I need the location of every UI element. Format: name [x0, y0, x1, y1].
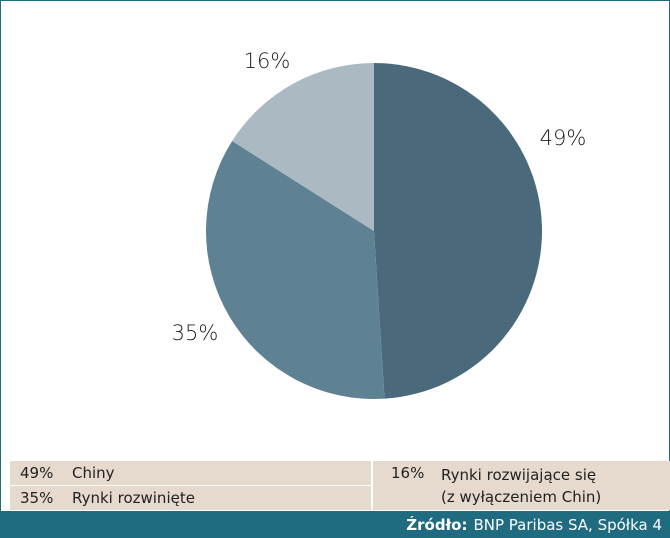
legend-name-line1: Rynki rozwijające się: [441, 466, 597, 484]
pie-chart: 49% 35% 16%: [172, 49, 587, 400]
legend-item-rynki-rozwiniete: 35% Rynki rozwinięte: [10, 486, 371, 510]
legend: 49% Chiny 35% Rynki rozwinięte 16% Rynki…: [10, 461, 670, 511]
pie-labels: 49% 35% 16%: [172, 49, 587, 345]
legend-pct: 49%: [20, 464, 54, 482]
legend-name: Chiny: [72, 464, 115, 482]
source-text: BNP Paribas SA, Spółka 4: [473, 515, 662, 534]
legend-pct: 16%: [391, 464, 425, 482]
pie-label-16: 16%: [244, 49, 291, 73]
legend-name-line2: (z wyłączeniem Chin): [441, 488, 602, 506]
pie-slice-49: [374, 63, 543, 399]
legend-item-chiny: 49% Chiny: [10, 461, 371, 485]
pie-label-35: 35%: [172, 321, 219, 345]
legend-name: Rynki rozwinięte: [72, 489, 195, 507]
pie-slice-16: [232, 63, 374, 231]
pie-label-49: 49%: [540, 126, 587, 150]
source-label: Źródło:: [406, 515, 468, 534]
source-footer: Źródło: BNP Paribas SA, Spółka 4: [0, 511, 670, 538]
legend-pct: 35%: [20, 489, 54, 507]
pie-slice-35: [206, 140, 385, 400]
legend-name: Rynki rozwijające się (z wyłączeniem Chi…: [441, 461, 601, 508]
pie-slices: [206, 63, 543, 400]
legend-item-rynki-rozwijajace: 16% Rynki rozwijające się (z wyłączeniem…: [373, 461, 670, 510]
